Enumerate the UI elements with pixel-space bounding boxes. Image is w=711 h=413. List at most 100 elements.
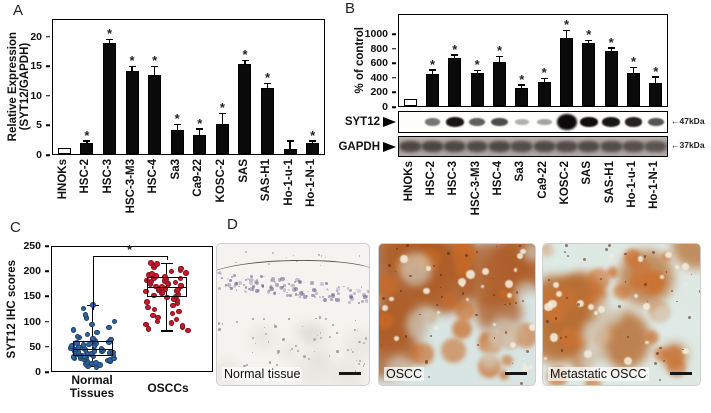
x-category-label-text: Ca9-22 [192,159,205,197]
significance-asterisk: * [541,65,547,81]
protein-band [579,117,598,127]
stain-blob [291,347,294,350]
stain-blob [275,363,279,367]
data-point [80,305,87,312]
significance-asterisk: * [152,53,158,69]
protein-band [469,118,486,126]
stain-blob [295,345,298,347]
gapdh-blot-label: GAPDH [332,136,396,157]
stain-blob [245,363,249,367]
x-category-label-text: SAS-H1 [603,161,616,204]
bar-KOSC-2 [215,124,229,154]
significance-asterisk: * [586,26,592,42]
y-tick-label: 200 [23,265,41,278]
stain-blob [554,317,558,320]
error-bar-cap [630,66,637,68]
stain-blob [644,255,647,258]
panel-b-letter: B [345,0,356,17]
stain-blob [326,288,328,290]
stain-blob [251,288,255,291]
error-bar-cap [473,69,481,72]
stain-blob [544,302,553,312]
significance-asterisk: * [653,63,659,79]
data-point [148,260,154,266]
stain-blob [363,295,368,300]
stain-blob [352,291,357,296]
stain-blob [249,324,276,351]
stain-blob [652,250,656,254]
error-bar-cap [128,65,136,68]
stain-blob [275,283,280,287]
stain-blob [318,254,320,256]
stain-blob [432,264,436,268]
y-tick-label: 200 [370,86,388,99]
stain-blob [233,285,236,289]
stain-blob [264,327,266,329]
bar-SAS [582,42,596,106]
stain-blob [264,333,268,336]
stain-blob [244,250,248,254]
bar-HSC-3-M3 [470,72,484,106]
x-category-label: Sa3 [167,159,185,179]
stain-blob [399,255,408,264]
syt12-western-blot [398,111,668,133]
group-label-osccs: OSCCs [147,381,189,395]
error-bar-cap [218,113,226,115]
bar-HSC-2 [80,142,94,154]
stain-blob [344,328,369,362]
stain-blob [343,285,345,288]
stain-blob [550,333,559,342]
stain-blob [682,348,684,351]
y-tick-label: 0 [35,366,41,378]
stain-blob [646,300,648,303]
stain-blob [269,279,273,282]
error-bar [244,61,246,64]
stain-blob [440,286,442,288]
stain-blob [244,278,247,281]
stain-blob [382,296,386,301]
error-bar-cap [196,128,204,130]
y-tick-label: 1000 [364,28,388,41]
stain-blob [251,351,253,353]
panel-c-y-axis-title: SYT12 IHC scores [4,246,20,372]
protein-band [600,141,622,153]
data-point [168,320,175,326]
data-point [70,327,77,333]
panel-c-y-axis: 0 50 100 150 200 250 [19,240,49,378]
error-bar-cap [106,39,113,41]
stain-blob [285,257,287,258]
stain-blob [336,291,340,295]
stain-blob [217,322,221,326]
stain-blob [329,297,333,301]
stain-blob [328,358,365,385]
significance-asterisk: * [310,127,316,143]
stain-blob [516,253,523,260]
x-category-label: Ho-1-u-1 [280,159,298,206]
stain-blob [359,360,361,362]
bar-Ho-1-N-1 [306,142,320,154]
data-point [74,340,80,346]
stain-blob [325,281,329,285]
y-tick-label: 15 [30,60,42,73]
stain-blob [304,322,328,346]
stain-blob [357,329,359,331]
stain-blob [410,342,435,366]
error-bar-cap [496,55,503,57]
bar-Sa3 [170,130,184,154]
stain-blob [646,330,660,344]
ihc-image-label: OSCC [384,367,425,381]
data-point [145,326,152,332]
stain-blob [324,256,327,259]
data-point [143,288,149,295]
stain-blob [348,293,354,299]
y-tick-mark [45,371,49,373]
stain-blob [360,286,363,289]
bar-Ca9-22 [193,134,207,154]
stain-blob [268,262,271,265]
error-bar-cap [585,39,593,41]
stain-blob [217,271,220,275]
stain-blob [363,341,366,344]
stain-blob [493,277,495,279]
stain-blob [228,278,233,282]
panel-d-letter: D [227,216,238,233]
